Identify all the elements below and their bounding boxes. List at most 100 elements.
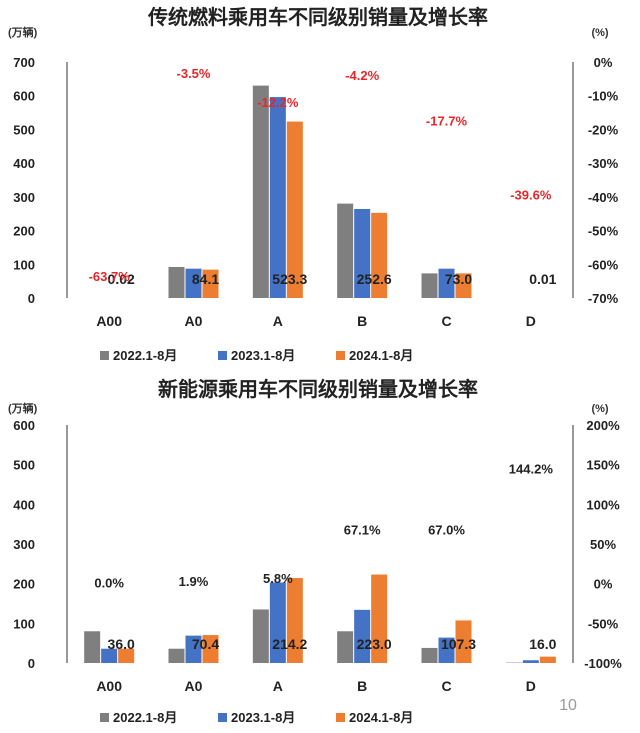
chart1-growth-label: -3.5%	[177, 66, 211, 81]
chart2-y-tick-label: 200	[13, 577, 35, 592]
chart2-growth-label: 1.9%	[179, 574, 209, 589]
chart1-growth-label: -63.7%	[89, 269, 131, 284]
chart2-category-label: A	[273, 678, 283, 694]
chart1-category-label: C	[441, 313, 451, 329]
chart2-value-label: 223.0	[357, 636, 392, 652]
chart1-y-tick-label: 300	[13, 190, 35, 205]
chart1-y-tick-label: 0	[28, 291, 35, 306]
chart2-bar-2022	[168, 648, 185, 663]
chart1-y-tick-label: 600	[13, 89, 35, 104]
chart1-y2-tick-label: -30%	[588, 156, 619, 171]
chart2-category-label: A00	[96, 678, 122, 694]
chart2-growth-label: 67.1%	[344, 522, 381, 537]
chart1-legend-swatch	[100, 351, 109, 360]
chart2-y-tick-label: 500	[13, 458, 35, 473]
chart1-legend-label: 2023.1-8月	[231, 348, 295, 363]
chart2-bar-2024	[202, 635, 219, 663]
chart2-bar-2023	[522, 660, 539, 663]
chart1-bar-2023	[438, 268, 455, 298]
chart1-value-label: 73.0	[445, 271, 472, 287]
chart2-category-label: B	[357, 678, 367, 694]
chart1-bar-2024	[371, 212, 388, 298]
chart1-bar-2024	[455, 273, 472, 298]
chart2-legend-swatch	[336, 713, 345, 722]
chart1-legend-swatch	[336, 351, 345, 360]
chart1-y-tick-label: 400	[13, 156, 35, 171]
chart2-value-label: 107.3	[441, 636, 476, 652]
chart1-y2-tick-label: -50%	[588, 224, 619, 239]
chart1-bar-2024	[202, 269, 219, 298]
chart1-y-tick-label: 200	[13, 224, 35, 239]
chart1-value-label: 523.3	[272, 271, 307, 287]
chart2-y-tick-label: 600	[13, 418, 35, 433]
chart2-legend-swatch	[218, 713, 227, 722]
chart1-bar-2024	[286, 121, 303, 298]
chart2-bar-2023	[185, 635, 202, 663]
chart2-bar-2023	[269, 582, 286, 663]
chart1-y2-tick-label: -10%	[588, 89, 619, 104]
chart1-growth-label: -12.2%	[257, 95, 299, 110]
chart1-category-label: D	[526, 313, 536, 329]
chart2-category-label: A0	[185, 678, 203, 694]
chart2-bar-2022	[252, 609, 269, 663]
chart2-growth-label: 67.0%	[428, 523, 465, 538]
chart1-y-tick-label: 700	[13, 55, 35, 70]
chart2-bar-2024	[286, 578, 303, 663]
chart2-value-label: 16.0	[529, 636, 556, 652]
chart2-bar-2024	[455, 620, 472, 663]
chart2-legend-label: 2024.1-8月	[349, 710, 413, 725]
chart2-bar-2024	[371, 574, 388, 663]
chart1-y2-unit: (%)	[591, 27, 608, 39]
chart2-bar-2022	[84, 631, 101, 663]
chart2-value-label: 214.2	[272, 636, 307, 652]
chart1-legend-swatch	[218, 351, 227, 360]
chart1-y2-tick-label: -70%	[588, 291, 619, 306]
chart2-y-unit: (万辆)	[8, 401, 38, 415]
chart2-legend-label: 2023.1-8月	[231, 710, 295, 725]
chart2-bar-2023	[354, 609, 371, 663]
chart2-y2-tick-label: 150%	[586, 458, 620, 473]
chart1-value-label: 252.6	[357, 271, 392, 287]
chart1-legend-label: 2024.1-8月	[349, 348, 413, 363]
chart1-y-tick-label: 500	[13, 122, 35, 137]
chart2-bar-2024	[118, 648, 135, 663]
chart1-bar-2023	[185, 268, 202, 298]
chart1-value-label: 0.01	[529, 271, 556, 287]
chart1-bar-2022	[168, 266, 185, 298]
chart2-y-tick-label: 400	[13, 497, 35, 512]
chart2-legend-label: 2022.1-8月	[113, 710, 177, 725]
chart1-growth-label: -4.2%	[345, 68, 379, 83]
chart1-value-label: 0.02	[108, 271, 135, 287]
chart2-y-tick-label: 100	[13, 616, 35, 631]
chart1-growth-label: -39.6%	[510, 188, 552, 203]
chart2-bar-2022	[421, 647, 438, 663]
chart2-category-label: D	[526, 678, 536, 694]
chart2-y2-tick-label: -50%	[588, 616, 619, 631]
chart2-y2-tick-label: 100%	[586, 497, 620, 512]
chart1-category-label: A00	[96, 313, 122, 329]
chart1-plot: 0 100 200 300 400 500 600 700 0% -10% -20% -30% -40%…	[13, 55, 618, 363]
chart1-y2-tick-label: -20%	[588, 122, 619, 137]
chart1-bar-2023	[269, 97, 286, 298]
page-number: 10	[559, 697, 577, 714]
chart1-y-tick-label: 100	[13, 257, 35, 272]
chart1-legend-label: 2022.1-8月	[113, 348, 177, 363]
chart2-y2-tick-label: 0%	[594, 577, 613, 592]
chart2-y2-tick-label: 50%	[590, 537, 616, 552]
chart2-legend-swatch	[100, 713, 109, 722]
chart2-title: 新能源乘用车不同级别销量及增长率	[158, 377, 478, 401]
chart2-bar-2022	[337, 631, 354, 663]
chart2-bar-2024	[539, 656, 556, 663]
chart1-category-label: A0	[185, 313, 203, 329]
chart2-value-label: 36.0	[108, 636, 135, 652]
chart1-y2-tick-label: -40%	[588, 190, 619, 205]
chart1-y2-tick-label: -60%	[588, 257, 619, 272]
chart1-category-label: B	[357, 313, 367, 329]
chart2-category-label: C	[441, 678, 451, 694]
chart2-bar-2023	[101, 648, 118, 663]
chart1-category-label: A	[273, 313, 283, 329]
chart2-growth-label: 0.0%	[94, 576, 124, 591]
chart1-y2-tick-label: 0%	[594, 55, 613, 70]
chart2-y2-tick-label: 200%	[586, 418, 620, 433]
